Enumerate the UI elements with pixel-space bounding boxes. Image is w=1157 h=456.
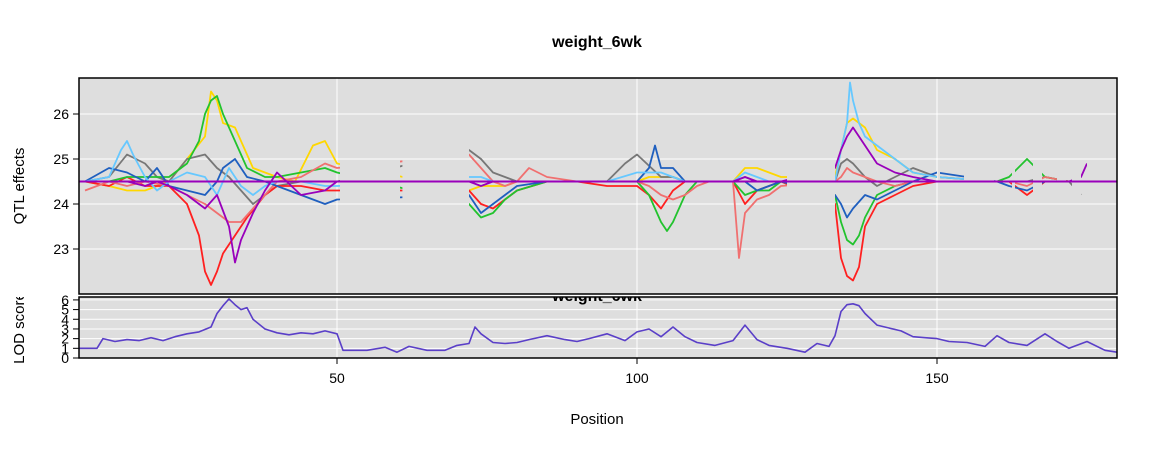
lod-ylabel: LOD score (11, 292, 28, 364)
lod-gridlines (79, 297, 1117, 359)
effects-panel: 23 24 25 26 QTL effects (11, 77, 1118, 295)
effects-series-line (84, 81, 1081, 196)
x-tick-label: 100 (625, 370, 649, 386)
lod-ytick-label: 5 (61, 302, 69, 318)
effects-lines (79, 81, 1117, 286)
lod-plot-border (78, 296, 1118, 359)
effects-ylabel: QTL effects (11, 148, 28, 225)
x-axis: 50 100 150 (329, 358, 949, 386)
lod-plot-background (79, 297, 1117, 358)
lod-ytick-label: 3 (61, 321, 69, 337)
chart-title: weight_6wk (551, 34, 642, 51)
lod-ytick-label: 0 (61, 350, 69, 366)
effects-series-line (84, 90, 1081, 192)
lod-series-line (79, 298, 1118, 354)
effects-ytick-label: 25 (53, 151, 69, 167)
lod-ytick-label: 4 (61, 311, 69, 327)
lod-ytick-label: 6 (61, 292, 69, 308)
lod-lines (79, 298, 1118, 354)
effects-series-line (84, 144, 1081, 219)
effects-series-line (84, 153, 1081, 259)
effects-series-line (84, 176, 1081, 286)
effects-ytick-label: 26 (53, 106, 69, 122)
lod-ytick-label: 1 (61, 340, 69, 356)
x-tick-label: 50 (329, 370, 345, 386)
effects-series-line (85, 95, 1081, 246)
x-tick-label: 150 (925, 370, 949, 386)
x-axis-label: Position (570, 411, 623, 428)
effects-ytick-label: 23 (53, 241, 69, 257)
lod-panel-title: weight_6wk (551, 288, 642, 305)
effects-plot-border (78, 77, 1118, 295)
effects-ytick-label: 24 (53, 196, 69, 212)
lod-ytick-label: 2 (61, 331, 69, 347)
effects-yaxis: 23 24 25 26 (53, 106, 79, 257)
